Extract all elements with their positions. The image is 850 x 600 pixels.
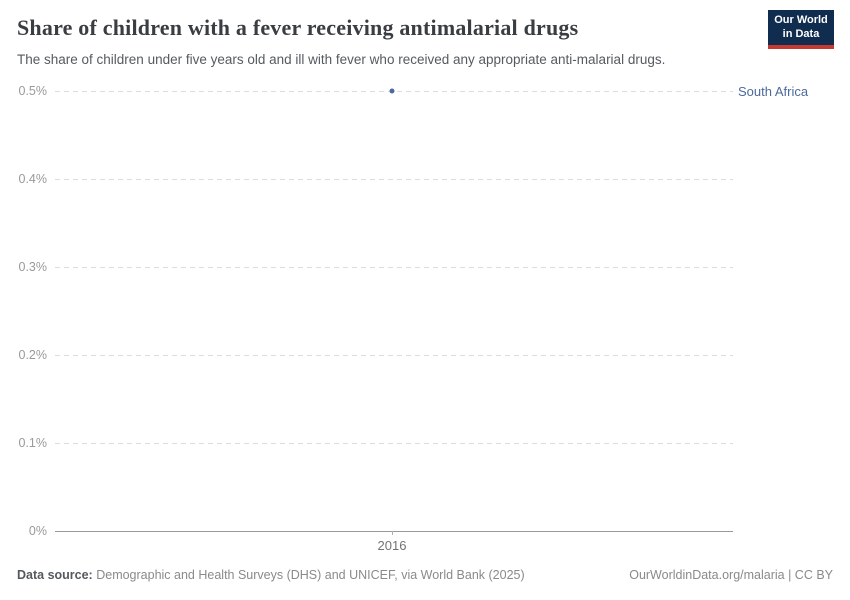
data-source-text: Demographic and Health Surveys (DHS) and… xyxy=(96,568,525,582)
data-source-note: Data source: Demographic and Health Surv… xyxy=(17,568,525,582)
data-source-label: Data source: xyxy=(17,568,93,582)
data-point[interactable] xyxy=(389,88,395,94)
y-gridline xyxy=(55,443,733,444)
chart-subtitle: The share of children under five years o… xyxy=(17,52,666,67)
y-gridline xyxy=(55,355,733,356)
owid-logo-line2: in Data xyxy=(782,27,820,40)
x-axis-tick-label: 2016 xyxy=(377,538,407,553)
y-gridline xyxy=(55,179,733,180)
chart-footer: Data source: Demographic and Health Surv… xyxy=(17,568,833,582)
x-axis-line xyxy=(55,531,733,532)
owid-logo: Our World in Data xyxy=(768,10,834,49)
y-gridline xyxy=(55,267,733,268)
credit-line: OurWorldinData.org/malaria | CC BY xyxy=(629,568,833,582)
y-axis-tick-label: 0.2% xyxy=(18,348,48,362)
y-axis-tick-label: 0% xyxy=(28,524,47,538)
y-axis-tick-label: 0.1% xyxy=(18,436,48,450)
entity-label[interactable]: South Africa xyxy=(738,84,809,99)
chart-title: Share of children with a fever receiving… xyxy=(17,15,579,40)
owid-logo-line1: Our World xyxy=(774,13,828,26)
y-axis-tick-label: 0.3% xyxy=(18,260,48,274)
y-axis-tick-label: 0.5% xyxy=(18,84,48,98)
x-axis-tick xyxy=(392,531,393,535)
y-axis-tick-label: 0.4% xyxy=(18,172,48,186)
